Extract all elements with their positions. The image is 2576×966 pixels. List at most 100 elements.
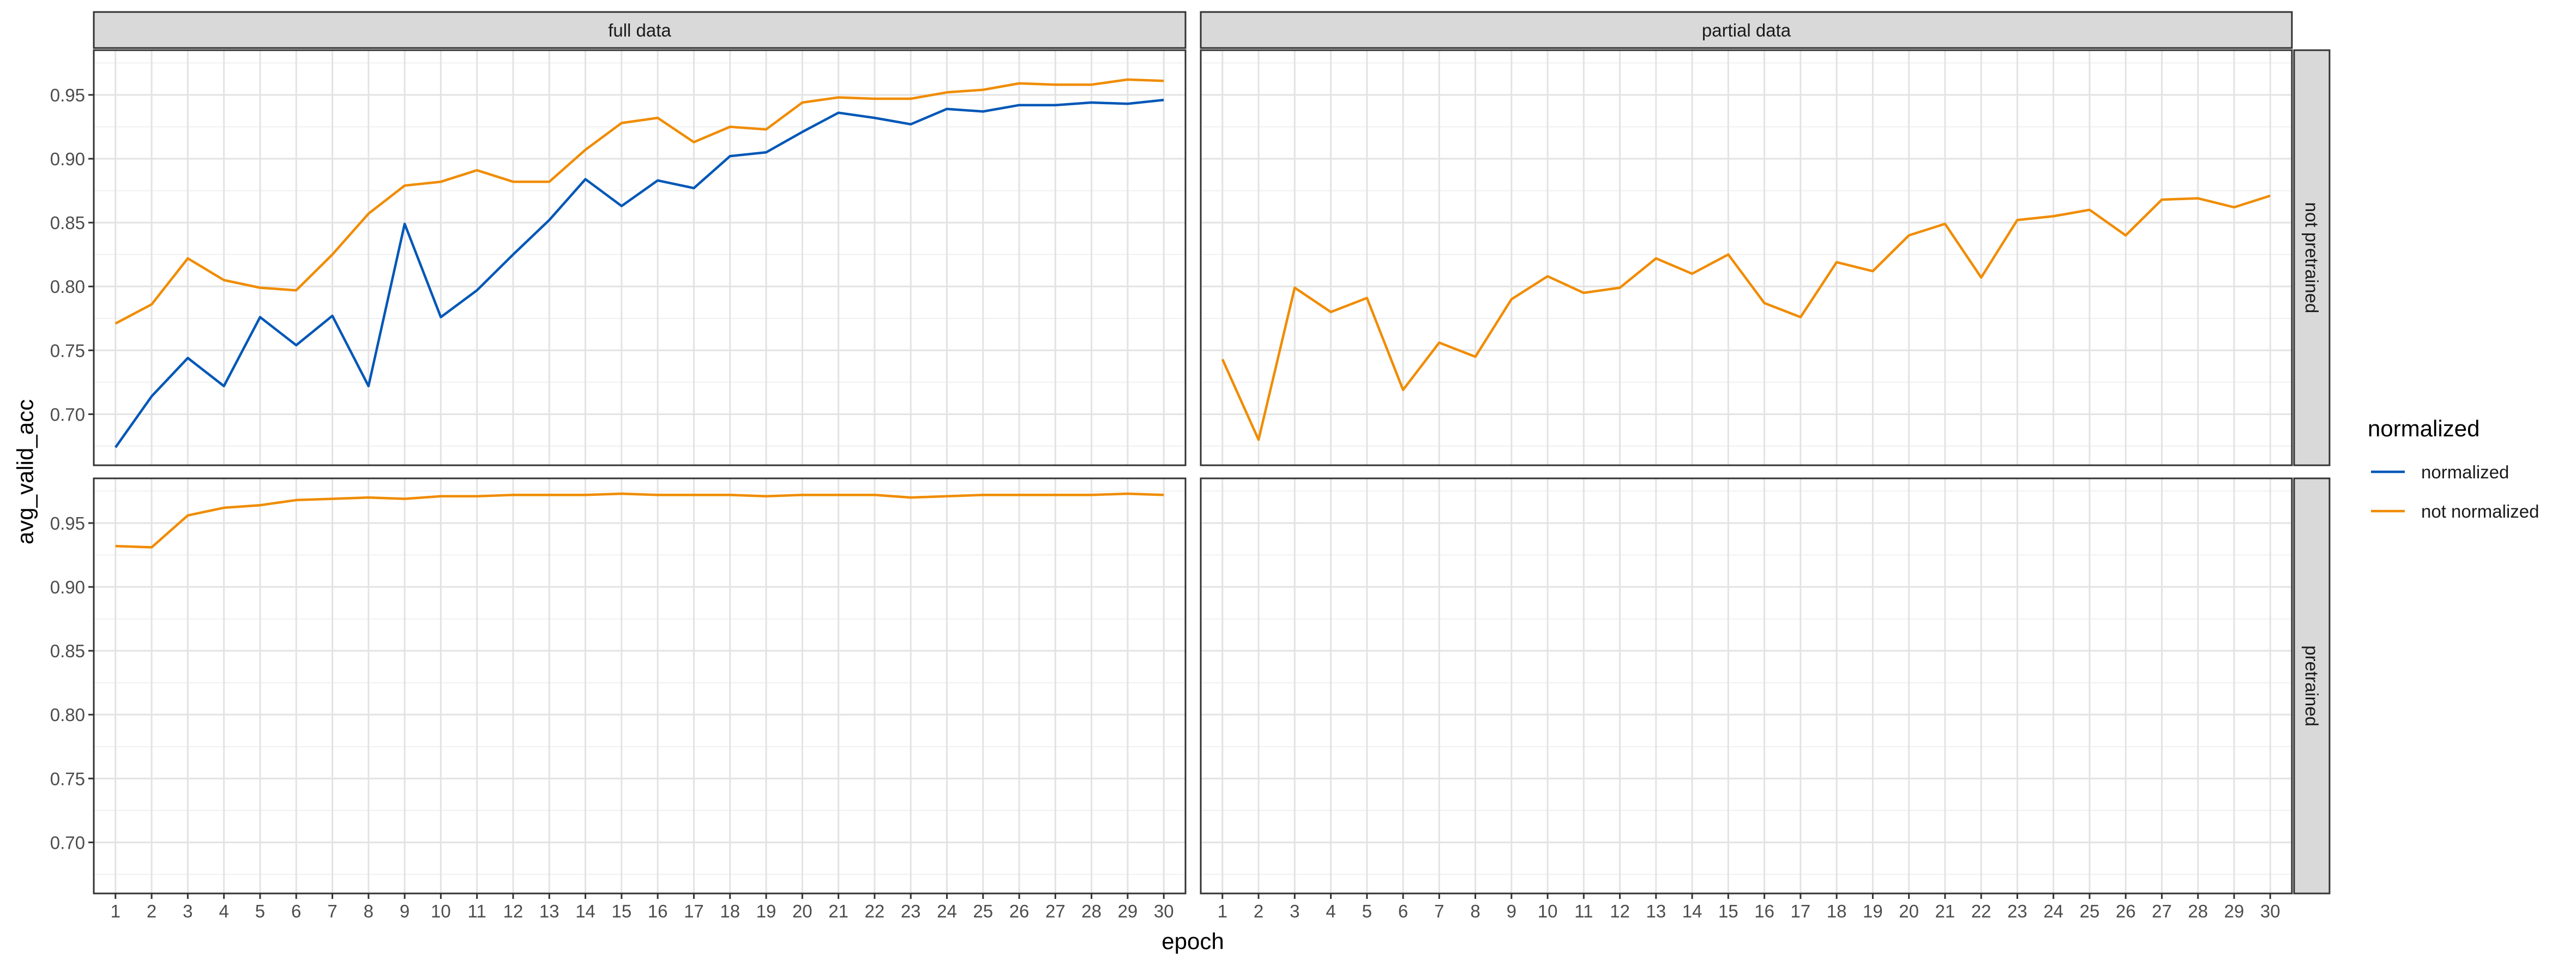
y-tick-label: 0.75	[50, 340, 85, 361]
x-tick-label: 13	[539, 901, 559, 921]
x-tick-label: 24	[937, 901, 957, 921]
x-tick-label: 6	[291, 901, 301, 921]
x-tick-label: 13	[1646, 901, 1666, 921]
y-tick-label: 0.80	[50, 705, 85, 725]
x-tick-label: 1	[111, 901, 121, 921]
x-tick-label: 26	[2116, 901, 2136, 921]
x-tick-label: 28	[2188, 901, 2208, 921]
x-tick-label: 5	[255, 901, 265, 921]
x-tick-label: 17	[1791, 901, 1811, 921]
facet-strip-column: partial data	[1200, 11, 2293, 49]
x-tick-label: 19	[1863, 901, 1883, 921]
y-tick-label: 0.95	[50, 85, 85, 105]
strip-label: partial data	[1702, 20, 1791, 40]
x-axis-title: epoch	[1161, 928, 1224, 954]
x-tick-label: 7	[1434, 901, 1444, 921]
series-line-not-normalized	[115, 492, 1164, 549]
x-tick-label: 11	[468, 901, 486, 921]
x-tick-label: 28	[1081, 901, 1102, 921]
legend: normalized normalized not normalized	[2368, 416, 2539, 521]
x-tick-label: 30	[1154, 901, 1174, 921]
y-tick-label: 0.90	[50, 149, 85, 169]
y-tick-label: 0.85	[50, 213, 85, 233]
legend-label: not normalized	[2421, 501, 2539, 521]
series-line-not-normalized	[115, 78, 1164, 325]
y-tick-label: 0.75	[50, 769, 85, 789]
panel-1-0	[94, 478, 1185, 893]
series-line-normalized	[114, 99, 1164, 448]
y-tick-label: 0.70	[50, 832, 85, 853]
x-tick-label: 10	[1538, 901, 1558, 921]
x-tick-label: 16	[648, 901, 668, 921]
strip-background	[93, 11, 1187, 49]
y-axis-title: avg_valid_acc	[13, 399, 38, 544]
x-tick-label: 27	[2152, 901, 2172, 921]
x-tick-label: 6	[1398, 901, 1408, 921]
x-tick-label: 17	[684, 901, 704, 921]
y-tick-label: 0.80	[50, 277, 85, 297]
x-tick-label: 21	[828, 901, 848, 921]
x-tick-label: 4	[1326, 901, 1335, 921]
panel-0-1	[1201, 50, 2292, 465]
x-tick-label: 25	[2080, 901, 2100, 921]
x-tick-label: 15	[1718, 901, 1738, 921]
x-tick-label: 9	[400, 901, 410, 921]
strip-background	[1200, 11, 2293, 49]
x-tick-label: 8	[1470, 901, 1480, 921]
x-tick-label: 20	[1899, 901, 1919, 921]
x-tick-label: 18	[1827, 901, 1847, 921]
strip-label: not pretrained	[2302, 202, 2322, 314]
panels	[93, 49, 2293, 895]
facet-strip-column: full data	[93, 11, 1187, 49]
panel-series-0-0	[114, 78, 1164, 448]
x-tick-label: 3	[1290, 901, 1299, 921]
x-tick-label: 7	[327, 901, 337, 921]
x-tick-label: 30	[2260, 901, 2280, 921]
x-tick-label: 19	[756, 901, 777, 921]
panel-series-1-0	[115, 492, 1164, 549]
y-tick-label: 0.85	[50, 641, 85, 661]
y-tick-label: 0.95	[50, 513, 85, 533]
x-tick-label: 14	[1682, 901, 1702, 921]
x-tick-label: 26	[1009, 901, 1030, 921]
panel-1-1	[1201, 478, 2292, 893]
x-tick-label: 10	[431, 901, 451, 921]
x-tick-label: 29	[2224, 901, 2244, 921]
x-tick-label: 12	[1610, 901, 1630, 921]
strip-label: pretrained	[2302, 645, 2322, 727]
facet-strips: full data partial data not pretrained pretr…	[93, 11, 2331, 895]
x-tick-label: 20	[792, 901, 812, 921]
facet-strip-row: pretrained	[2293, 477, 2331, 895]
panel-border	[1200, 49, 2293, 466]
x-tick-label: 2	[1254, 901, 1263, 921]
x-tick-label: 2	[147, 901, 157, 921]
panel-series-0-1	[1221, 194, 2271, 441]
x-tick-label: 22	[865, 901, 885, 921]
x-tick-label: 29	[1118, 901, 1138, 921]
x-tick-label: 18	[720, 901, 740, 921]
facet-strip-row: not pretrained	[2293, 49, 2331, 466]
panel-background	[94, 50, 1185, 465]
x-tick-label: 4	[219, 901, 228, 921]
x-tick-label: 9	[1507, 901, 1516, 921]
panel-border	[1200, 477, 2293, 895]
series-line-not-normalized	[1221, 194, 2271, 441]
x-tick-label: 5	[1362, 901, 1372, 921]
panel-background	[1201, 478, 2292, 893]
panel-background	[1201, 50, 2292, 465]
x-tick-label: 14	[575, 901, 595, 921]
x-tick-label: 15	[611, 901, 631, 921]
x-tick-label: 12	[503, 901, 523, 921]
strip-background	[2293, 477, 2331, 895]
axis-ticks: 0.70 0.75 0.80 0.85 0.90 0.95 0.70 0.75 0.80 0.85…	[50, 85, 2280, 921]
x-tick-label: 8	[364, 901, 374, 921]
panel-border	[93, 49, 1187, 466]
x-tick-label: 24	[2043, 901, 2063, 921]
strip-background	[2293, 49, 2331, 466]
x-tick-label: 22	[1971, 901, 1991, 921]
x-tick-label: 23	[2007, 901, 2027, 921]
x-tick-label: 3	[183, 901, 192, 921]
panel-0-0	[94, 50, 1185, 465]
x-tick-label: 27	[1045, 901, 1066, 921]
